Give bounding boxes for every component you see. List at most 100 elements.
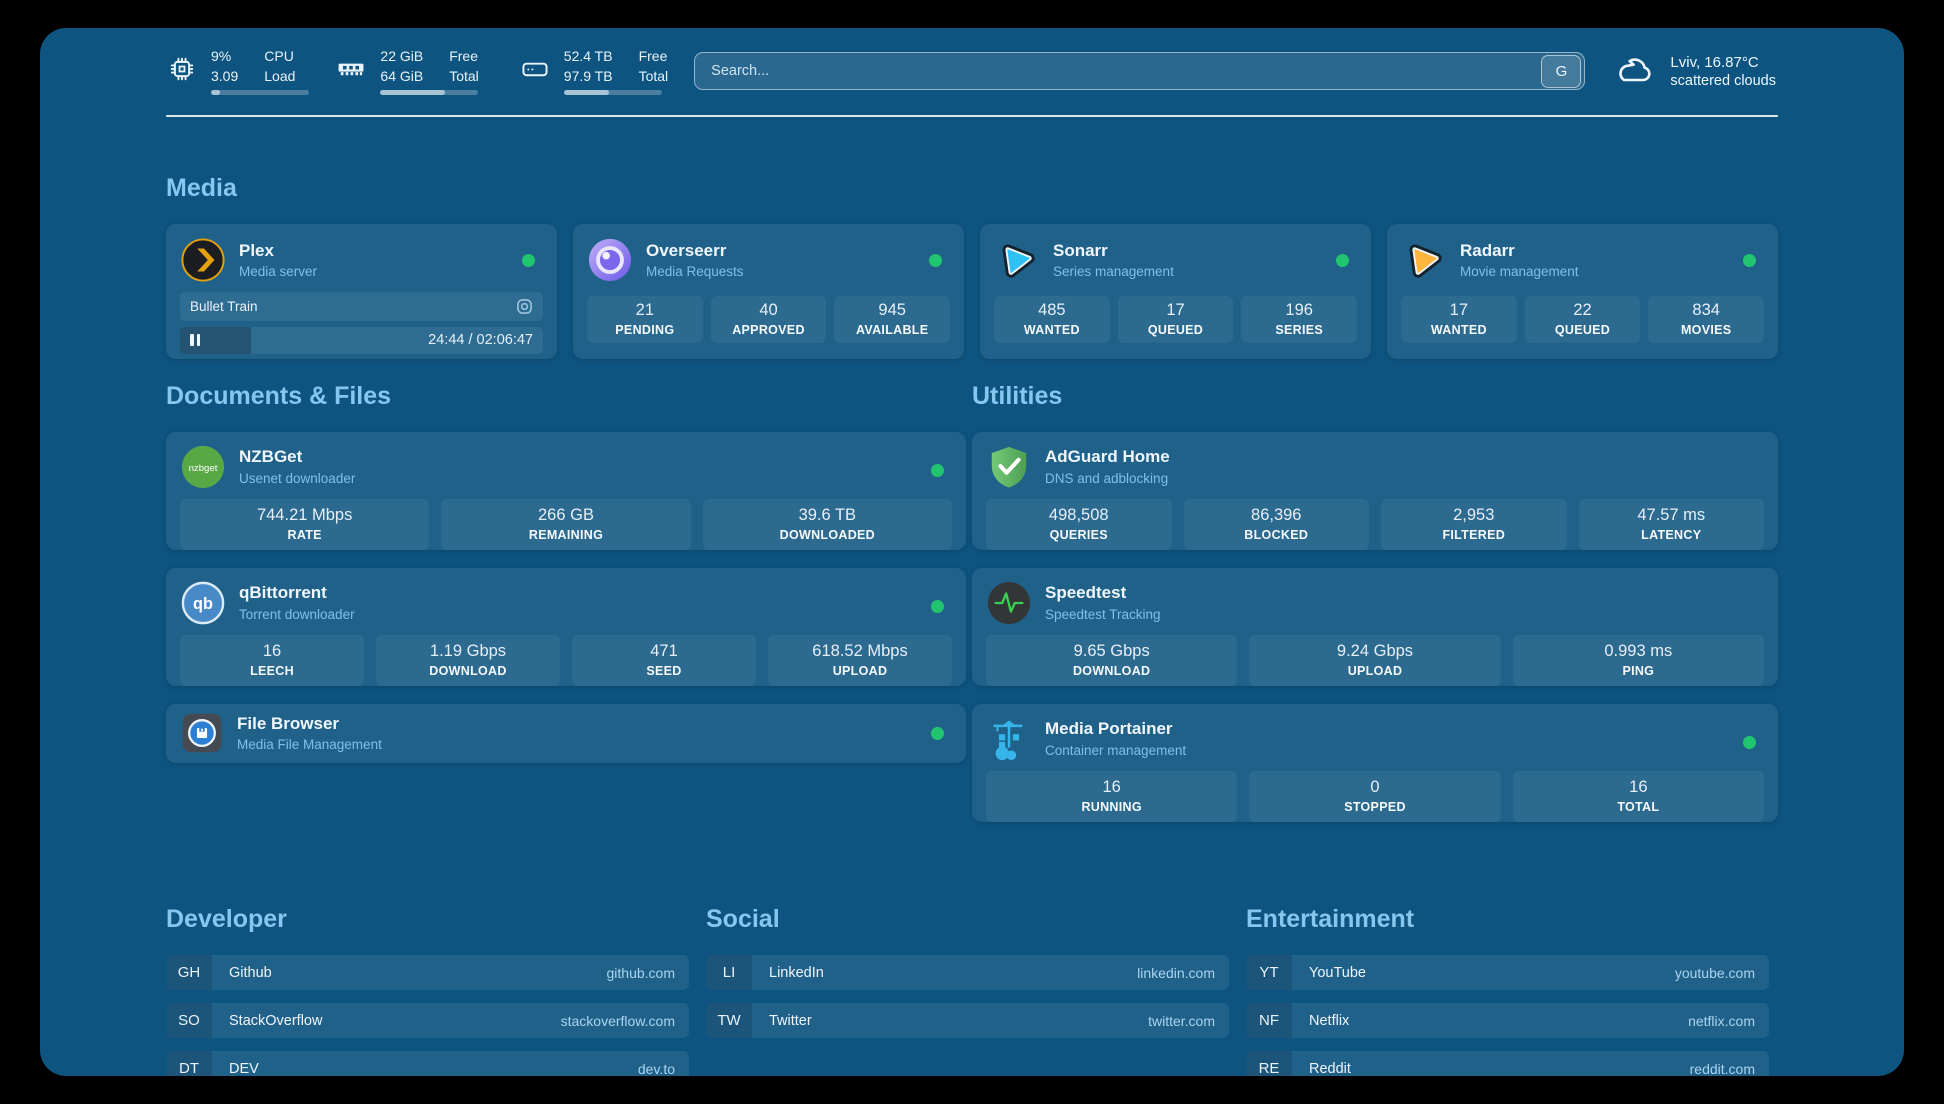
top-bar: 9% CPU 3.09 Load 22 GiB Fre (166, 44, 1778, 98)
bookmark-netflix[interactable]: NF Netflix netflix.com (1246, 1003, 1769, 1038)
stat-value: 17 (1449, 301, 1469, 320)
stat-label: FILTERED (1442, 528, 1506, 542)
stat-tile: 21 PENDING (587, 295, 703, 343)
qbittorrent-logo: qb (181, 581, 225, 624)
bookmark-stackoverflow[interactable]: SO StackOverflow stackoverflow.com (166, 1003, 689, 1038)
search-bar: G (694, 52, 1586, 90)
app-card-plex[interactable]: Plex Media server Bullet Train 24:44 / 0… (166, 223, 557, 359)
cpu-label: CPU (264, 47, 294, 64)
bookmark-url: github.com (606, 964, 675, 981)
status-dot (929, 253, 942, 267)
stat-tile: 86,396 BLOCKED (1183, 498, 1369, 550)
app-card-radarr[interactable]: Radarr Movie management 17 WANTED 22 QUE… (1387, 223, 1778, 359)
bookmark-linkedin[interactable]: LI LinkedIn linkedin.com (706, 955, 1229, 990)
section-title-utilities: Utilities (972, 381, 1063, 410)
app-card-adguard[interactable]: AdGuard Home DNS and adblocking 498,508 … (972, 431, 1778, 550)
stat-tile: 744.21 Mbps RATE (180, 498, 430, 550)
bookmark-name: Github (229, 964, 272, 981)
stat-label: TOTAL (1617, 800, 1660, 814)
search-input[interactable] (694, 52, 1586, 90)
stat-label: QUERIES (1049, 528, 1108, 542)
app-card-sonarr[interactable]: Sonarr Series management 485 WANTED 17 Q… (980, 223, 1371, 359)
app-description: Series management (1053, 263, 1174, 279)
stat-label: WANTED (1430, 323, 1487, 338)
section-title-media: Media (166, 174, 237, 202)
app-card-qbittorrent[interactable]: qb qBittorrent Torrent downloader 16 LEE… (166, 567, 966, 686)
stat-value: 39.6 TB (798, 506, 857, 524)
stat-tile: 22 QUEUED (1524, 295, 1641, 343)
status-dot (931, 463, 944, 477)
cpu-widget: 9% CPU 3.09 Load (166, 47, 309, 96)
app-name: Radarr (1460, 240, 1515, 260)
pause-icon[interactable] (190, 334, 200, 347)
app-name: Overseerr (646, 240, 727, 260)
overseerr-logo (588, 238, 632, 281)
bookmark-github[interactable]: GH Github github.com (166, 955, 689, 990)
bookmark-name: YouTube (1309, 964, 1366, 981)
cpu-load-label: Load (264, 67, 296, 84)
storage-total-value: 97.9 TB (563, 67, 613, 84)
stat-label: QUEUED (1147, 323, 1204, 338)
stat-tile: 0 STOPPED (1249, 770, 1501, 822)
stat-label: DOWNLOADED (779, 528, 875, 542)
stat-tile: 471 SEED (572, 634, 756, 686)
stat-value: 0 (1370, 778, 1380, 796)
app-card-speedtest[interactable]: Speedtest Speedtest Tracking 9.65 Gbps D… (972, 567, 1778, 686)
bookmark-abbr: TW (706, 1003, 752, 1038)
stat-label: UPLOAD (832, 664, 888, 678)
app-card-nzbget[interactable]: nzbget NZBGet Usenet downloader 744.21 M… (166, 431, 966, 550)
filebrowser-logo (182, 713, 222, 753)
app-name: Sonarr (1053, 240, 1108, 260)
app-name: NZBGet (239, 447, 303, 467)
app-description: Media Requests (646, 263, 744, 279)
bookmark-dev[interactable]: DT DEV dev.to (166, 1051, 689, 1076)
stat-value: 9.24 Gbps (1336, 642, 1414, 660)
stat-tile: 485 WANTED (994, 295, 1110, 343)
app-name: Plex (239, 240, 274, 260)
stat-tile: 266 GB REMAINING (441, 498, 691, 550)
stat-tile: 9.24 Gbps UPLOAD (1249, 634, 1501, 686)
playback-progress-row: 24:44 / 02:06:47 (180, 326, 543, 354)
stat-value: 0.993 ms (1604, 642, 1673, 660)
bookmark-abbr: RE (1246, 1051, 1292, 1076)
app-card-filebrowser[interactable]: File Browser Media File Management (166, 703, 966, 763)
stat-value: 498,508 (1048, 506, 1109, 524)
status-dot (1743, 735, 1756, 749)
bookmark-youtube[interactable]: YT YouTube youtube.com (1246, 955, 1769, 990)
storage-total-label: Total (638, 67, 669, 84)
weather-condition: scattered clouds (1670, 72, 1776, 89)
bookmark-twitter[interactable]: TW Twitter twitter.com (706, 1003, 1229, 1038)
stat-label: LEECH (250, 664, 294, 678)
app-card-overseerr[interactable]: Overseerr Media Requests 21 PENDING 40 A… (573, 223, 964, 359)
stat-value: 2,953 (1453, 506, 1495, 524)
portainer-logo (993, 720, 1023, 760)
bookmark-url: linkedin.com (1137, 964, 1215, 981)
section-title-social: Social (706, 905, 780, 934)
stat-tile: 834 MOVIES (1648, 295, 1765, 343)
stat-tile: 2,953 FILTERED (1381, 498, 1567, 550)
search-engine-button[interactable]: G (1541, 55, 1582, 88)
app-card-portainer[interactable]: Media Portainer Container management 16 … (972, 703, 1778, 822)
status-dot (931, 599, 944, 613)
bookmark-reddit[interactable]: RE Reddit reddit.com (1246, 1051, 1769, 1076)
stat-label: AVAILABLE (855, 323, 929, 338)
stat-tile: 40 APPROVED (710, 295, 827, 343)
app-description: Media File Management (237, 737, 382, 753)
hard-drive-icon (522, 62, 548, 76)
stat-value: 9.65 Gbps (1073, 642, 1150, 660)
bookmark-abbr: LI (706, 955, 752, 990)
stat-value: 471 (650, 642, 678, 660)
stat-value: 17 (1166, 301, 1185, 320)
adguard-logo (991, 446, 1027, 488)
bookmark-abbr: NF (1246, 1003, 1292, 1038)
app-name: Media Portainer (1045, 719, 1173, 739)
stat-label: LATENCY (1641, 528, 1702, 542)
radarr-logo (1409, 244, 1442, 278)
bookmark-group-developer: Developer GH Github github.com SO StackO… (166, 884, 689, 1076)
app-description: Usenet downloader (239, 470, 356, 486)
now-playing-row: Bullet Train (180, 291, 543, 321)
app-description: Container management (1045, 742, 1187, 758)
status-dot (522, 253, 535, 267)
stat-tile: 945 AVAILABLE (834, 295, 951, 343)
stat-value: 21 (635, 301, 655, 320)
